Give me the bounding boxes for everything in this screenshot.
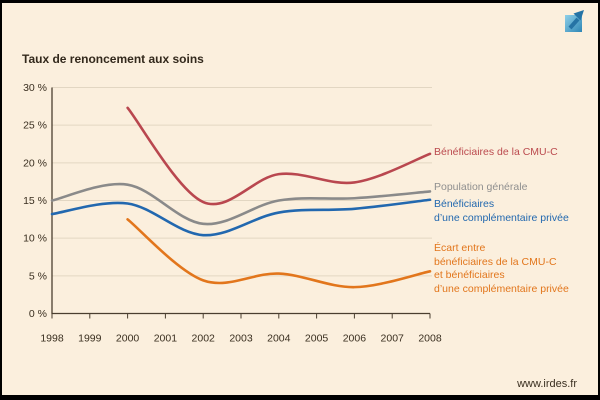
x-tick-label: 2006 (343, 333, 367, 345)
x-tick-label: 2008 (418, 333, 442, 345)
y-tick-label: 30 % (23, 82, 47, 94)
series-line (126, 106, 432, 206)
legend-ecart-line: d’une complémentaire privée (434, 282, 569, 295)
expand-arrow-icon[interactable] (561, 7, 587, 33)
x-tick-label: 1998 (40, 333, 64, 345)
legend-privee-line: d’une complémentaire privée (434, 211, 569, 224)
series-line (126, 218, 432, 289)
y-tick-label: 5 % (29, 270, 47, 282)
legend-ecart-line: et bénéficiaires (434, 269, 505, 281)
y-tick-label: 0 % (29, 308, 47, 320)
series-line (50, 198, 432, 237)
x-tick-label: 2002 (192, 333, 216, 345)
x-tick-label: 1999 (78, 333, 102, 345)
series-line (50, 182, 432, 226)
legend-privee-line: Bénéficiaires (434, 198, 495, 210)
legend-ecart-line: bénéficiaires de la CMU-C (434, 255, 557, 268)
legend-population: Population générale (434, 181, 528, 193)
x-tick-label: 2003 (229, 333, 253, 345)
y-tick-label: 10 % (23, 233, 47, 245)
y-tick-label: 20 % (23, 157, 47, 169)
x-tick-label: 2004 (267, 333, 291, 345)
legend-ecart: Écart entre bénéficiaires de la CMU-C et… (434, 242, 569, 296)
x-tick-label: 2005 (305, 333, 329, 345)
y-tick-label: 15 % (23, 195, 47, 207)
chart-title: Taux de renoncement aux soins (22, 52, 204, 66)
y-tick-label: 25 % (23, 120, 47, 132)
legend-cmuc: Bénéficiaires de la CMU-C (434, 146, 558, 158)
source-link: www.irdes.fr (517, 378, 577, 390)
legend-ecart-line: Écart entre (434, 242, 486, 254)
x-tick-label: 2007 (381, 333, 405, 345)
x-tick-label: 2000 (116, 333, 140, 345)
x-tick-label: 2001 (154, 333, 178, 345)
legend-privee: Bénéficiaires d’une complémentaire privé… (434, 198, 569, 225)
